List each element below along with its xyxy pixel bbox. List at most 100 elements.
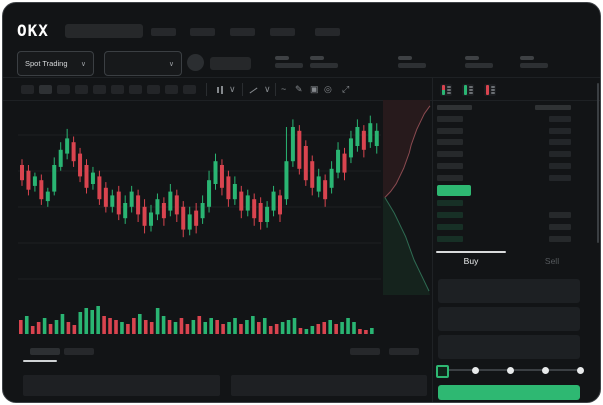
bid-amount-skeleton[interactable]: [549, 236, 571, 242]
line-style-icon[interactable]: [249, 87, 258, 95]
bid-price-skeleton[interactable]: [437, 236, 463, 242]
icon-line: [469, 89, 473, 91]
orders-panel-skeleton: [231, 375, 427, 396]
timeframe-button-skeleton[interactable]: [129, 85, 142, 94]
price-chart[interactable]: [3, 100, 432, 343]
stat-label-skeleton: [520, 56, 534, 60]
book-both-icon[interactable]: [440, 84, 452, 96]
order-book-header-skeleton: [437, 105, 472, 110]
order-book-header-skeleton: [535, 105, 571, 110]
divider: [275, 83, 276, 96]
stat-value-skeleton: [275, 63, 303, 68]
okx-logo[interactable]: OKX: [17, 21, 49, 40]
pair-dropdown[interactable]: ∨: [104, 51, 182, 76]
candle-type-icon[interactable]: [216, 86, 224, 94]
last-price-highlight[interactable]: [437, 185, 471, 196]
slider-stop[interactable]: [507, 366, 514, 374]
stat-value-skeleton: [310, 63, 338, 68]
camera-icon[interactable]: ▣: [310, 84, 319, 94]
nav-item-skeleton[interactable]: [230, 28, 255, 36]
icon-line: [447, 89, 451, 91]
wave-tool-icon[interactable]: ~: [281, 84, 287, 94]
divider: [206, 83, 207, 96]
divider: [3, 100, 600, 101]
ask-amount-skeleton[interactable]: [549, 139, 571, 146]
nav-item-skeleton[interactable]: [270, 28, 295, 36]
bid-amount-skeleton[interactable]: [549, 224, 571, 230]
slider-handle[interactable]: [436, 365, 449, 378]
bottom-tab-active-skeleton[interactable]: [30, 348, 60, 355]
icon-line: [447, 92, 451, 94]
order-book-scrollbar[interactable]: [597, 83, 599, 243]
timeframe-button-skeleton[interactable]: [21, 85, 34, 94]
ask-amount-skeleton[interactable]: [549, 174, 571, 181]
divider: [3, 77, 600, 78]
stat-label-skeleton: [465, 56, 479, 60]
nav-item-skeleton[interactable]: [190, 28, 215, 36]
ask-price-skeleton[interactable]: [437, 151, 463, 158]
ask-price-skeleton[interactable]: [437, 174, 463, 181]
amount-input-skeleton[interactable]: [438, 307, 580, 331]
timeframe-button-skeleton[interactable]: [39, 85, 52, 94]
timeframe-button-skeleton[interactable]: [183, 85, 196, 94]
settings-icon[interactable]: ◎: [324, 84, 332, 94]
slider-stop[interactable]: [542, 366, 549, 374]
coin-avatar: [187, 54, 204, 71]
timeframe-button-skeleton[interactable]: [147, 85, 160, 94]
bottom-action-skeleton[interactable]: [350, 348, 380, 355]
buy-tab-indicator: [436, 251, 506, 253]
icon-line: [447, 86, 451, 88]
draw-tool-icon[interactable]: ✎: [295, 84, 303, 94]
timeframe-button-skeleton[interactable]: [75, 85, 88, 94]
tab-buy[interactable]: Buy: [463, 256, 479, 266]
bid-amount-skeleton[interactable]: [549, 212, 571, 218]
buy-submit-button[interactable]: [438, 385, 580, 400]
timeframe-button-skeleton[interactable]: [93, 85, 106, 94]
order-book-panel: Buy Sell: [432, 3, 600, 402]
ask-amount-skeleton[interactable]: [549, 116, 571, 122]
stat-label-skeleton: [398, 56, 412, 60]
ask-amount-skeleton[interactable]: [549, 162, 571, 169]
market-type-label: Spot Trading: [25, 59, 68, 68]
icon-line: [491, 86, 495, 88]
total-input-skeleton[interactable]: [438, 335, 580, 359]
book-bids-icon[interactable]: [462, 84, 474, 96]
book-asks-icon[interactable]: [484, 84, 496, 96]
price-input-skeleton[interactable]: [438, 279, 580, 303]
stat-value-skeleton: [398, 63, 426, 68]
nav-item-skeleton[interactable]: [315, 28, 340, 36]
ask-price-skeleton[interactable]: [437, 127, 463, 134]
bid-price-skeleton[interactable]: [437, 200, 463, 206]
icon-line: [491, 89, 495, 91]
bid-price-skeleton[interactable]: [437, 212, 463, 218]
chevron-down-icon: ∨: [80, 60, 86, 68]
stat-label-skeleton: [275, 56, 289, 60]
market-type-selector[interactable]: Spot Trading ∨: [17, 51, 94, 76]
slider-stop[interactable]: [472, 366, 479, 374]
timeframe-button-skeleton[interactable]: [57, 85, 70, 94]
pair-name-skeleton: [210, 57, 251, 70]
nav-item-skeleton[interactable]: [151, 28, 176, 36]
slider-stop[interactable]: [577, 366, 584, 374]
stat-value-skeleton: [465, 63, 493, 68]
timeframe-button-skeleton[interactable]: [111, 85, 124, 94]
ask-amount-skeleton[interactable]: [549, 127, 571, 134]
tab-sell[interactable]: Sell: [544, 256, 560, 266]
chevron-down-icon[interactable]: ∨: [229, 84, 236, 94]
active-tab-underline: [23, 360, 57, 362]
chevron-down-icon[interactable]: ∨: [264, 84, 271, 94]
fullscreen-icon[interactable]: ⤢: [342, 84, 350, 94]
ask-amount-skeleton[interactable]: [549, 151, 571, 158]
icon-color-bar: [464, 85, 467, 95]
icon-line: [469, 86, 473, 88]
ask-price-skeleton[interactable]: [437, 116, 463, 122]
timeframe-button-skeleton[interactable]: [165, 85, 178, 94]
search-input[interactable]: [65, 24, 143, 38]
ask-price-skeleton[interactable]: [437, 162, 463, 169]
ask-price-skeleton[interactable]: [437, 139, 463, 146]
bottom-tab-skeleton[interactable]: [64, 348, 94, 355]
bottom-action-skeleton[interactable]: [389, 348, 419, 355]
stat-value-skeleton: [520, 63, 548, 68]
bid-price-skeleton[interactable]: [437, 224, 463, 230]
